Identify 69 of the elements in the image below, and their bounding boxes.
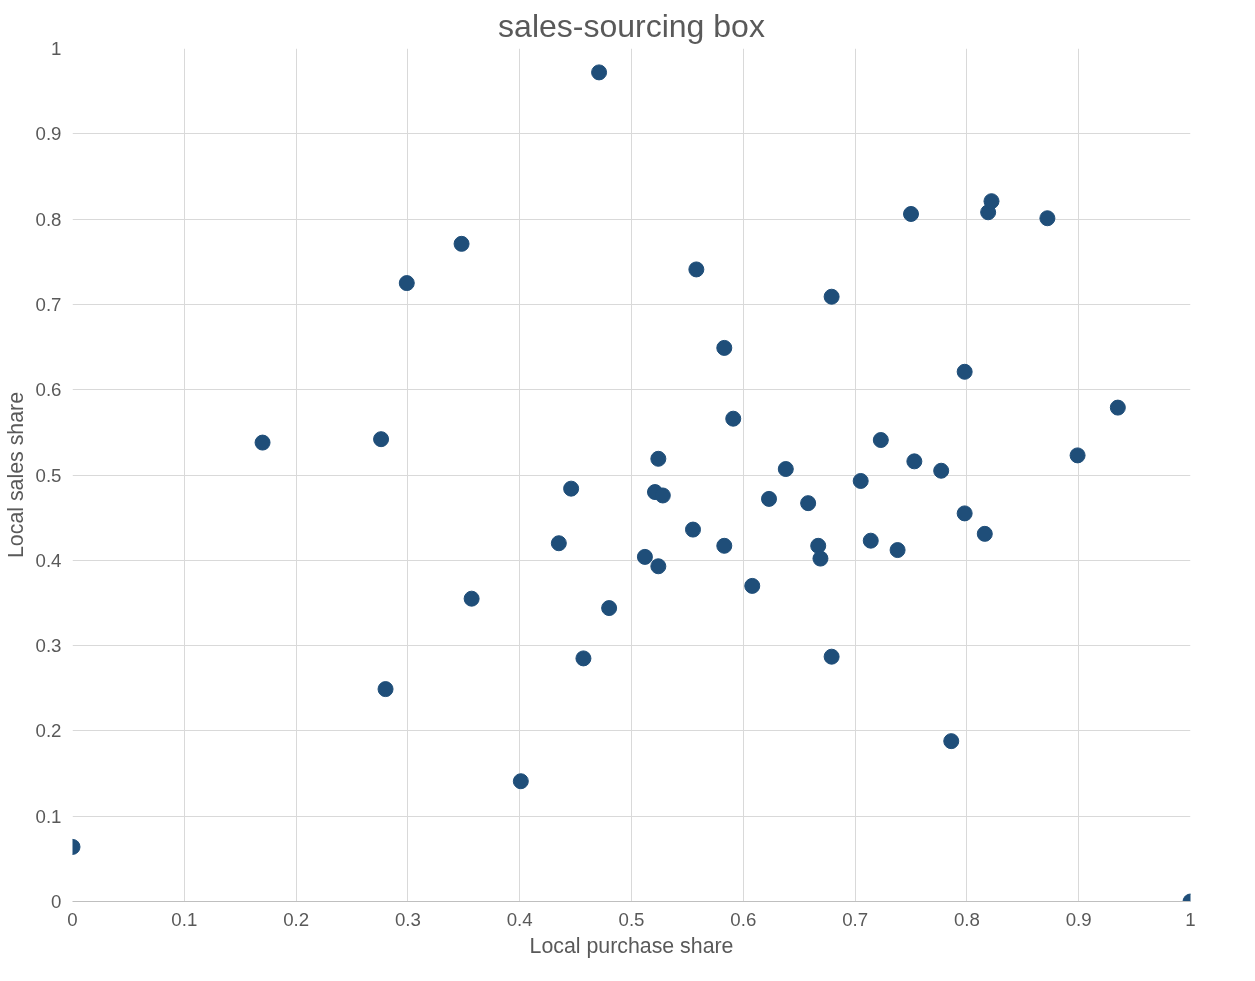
point (823, 288, 840, 305)
point (1109, 399, 1126, 416)
point (1069, 447, 1086, 464)
point (943, 733, 960, 750)
x-tick-label: 0.7 (842, 908, 869, 930)
point (812, 550, 829, 567)
point (601, 600, 618, 617)
x-tick-label: 0.3 (394, 908, 421, 930)
point (636, 548, 653, 565)
y-tick-label: 0.6 (35, 379, 62, 401)
point (956, 505, 973, 522)
point (563, 480, 580, 497)
x-tick-label: 1 (1185, 908, 1196, 930)
y-tick-label: 0.8 (35, 208, 62, 230)
y-tick-label: 0.1 (35, 805, 62, 827)
point (744, 577, 761, 594)
x-axis-title: Local purchase share (529, 933, 734, 958)
point (983, 193, 1000, 210)
point (254, 434, 271, 451)
y-tick-label: 0.2 (35, 720, 62, 742)
point (862, 532, 879, 549)
point (1039, 210, 1056, 227)
point (716, 339, 733, 356)
y-tick-label: 0.5 (35, 464, 62, 486)
y-tick-label: 0.4 (35, 549, 62, 571)
y-axis-title: Local sales share (3, 392, 28, 558)
y-tick-label: 1 (51, 38, 62, 59)
point (976, 525, 993, 542)
point (810, 537, 827, 554)
point (725, 410, 742, 427)
y-tick-label: 0.3 (35, 635, 62, 657)
point (550, 535, 567, 552)
point (398, 275, 415, 292)
point (654, 487, 671, 504)
point (716, 537, 733, 554)
x-tick-label: 0.2 (283, 908, 310, 930)
point (956, 363, 973, 380)
x-tick-label: 0.1 (171, 908, 198, 930)
x-tick-label: 0.8 (953, 908, 980, 930)
point (872, 432, 889, 449)
point (852, 472, 869, 489)
y-tick-label: 0.7 (35, 293, 62, 315)
x-tick-label: 0.4 (506, 908, 533, 930)
point (688, 261, 705, 278)
point (650, 450, 667, 467)
chart-title: sales-sourcing box (498, 7, 765, 44)
point (373, 431, 390, 448)
point (377, 681, 394, 698)
x-tick-label: 0.9 (1065, 908, 1092, 930)
x-tick-label: 0.6 (730, 908, 757, 930)
point (591, 64, 608, 81)
point (650, 558, 667, 575)
point (761, 490, 778, 507)
point (933, 462, 950, 479)
point (453, 235, 470, 252)
point (777, 461, 794, 478)
point (512, 773, 529, 790)
point (800, 495, 817, 512)
point (889, 542, 906, 559)
x-tick-label: 0.5 (618, 908, 645, 930)
point (463, 590, 480, 607)
point (684, 521, 701, 538)
y-tick-label: 0.9 (35, 123, 62, 145)
point (903, 206, 919, 222)
point (575, 650, 592, 667)
y-tick-label: 0 (51, 891, 62, 912)
point (906, 453, 923, 470)
x-tick-label: 0 (67, 908, 78, 930)
point (823, 648, 840, 665)
